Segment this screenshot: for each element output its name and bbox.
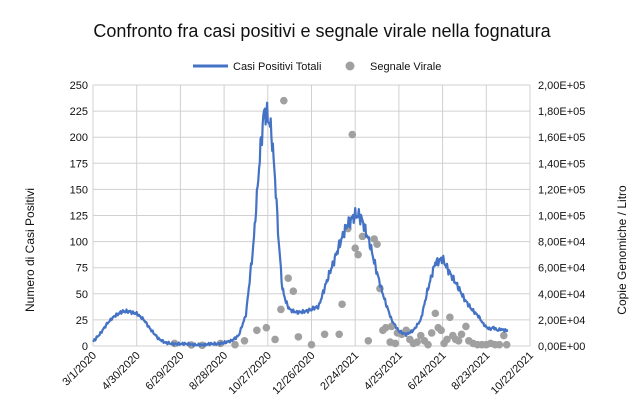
segnale-virale-point — [495, 340, 504, 349]
segnale-virale-point — [424, 340, 432, 349]
segnale-virale-point — [364, 336, 373, 345]
right-tick-label: 2,00E+04 — [538, 315, 585, 327]
line-series — [92, 101, 509, 348]
left-axis-ticks: 0 25 50 75 100 125 150 175 200 225 250 — [70, 80, 88, 353]
segnale-virale-point — [280, 96, 288, 105]
segnale-virale-point — [457, 330, 466, 339]
left-tick-label: 125 — [70, 211, 88, 223]
segnale-virale-point — [294, 333, 303, 341]
left-tick-label: 150 — [70, 184, 88, 196]
right-tick-label: 4,00E+04 — [538, 289, 585, 301]
segnale-virale-point — [502, 340, 511, 349]
left-tick-label: 25 — [76, 315, 88, 327]
segnale-virale-point — [427, 329, 436, 337]
legend-label-segnale: Segnale Virale — [370, 61, 441, 73]
left-tick-label: 200 — [70, 132, 88, 144]
right-axis-ticks: 0,00E+00 2,00E+04 4,00E+04 6,00E+04 8,00E+04… — [538, 80, 585, 353]
gridlines — [92, 84, 531, 347]
segnale-virale-point — [443, 335, 451, 344]
right-tick-label: 1,00E+05 — [538, 211, 585, 223]
segnale-virale-point — [391, 339, 400, 348]
left-tick-label: 0 — [82, 341, 88, 353]
scatter-points — [170, 96, 511, 350]
legend: Casi Positivi Totali Segnale Virale — [193, 61, 441, 73]
left-tick-label: 225 — [70, 106, 88, 118]
segnale-virale-point — [307, 340, 316, 349]
segnale-virale-point — [431, 309, 440, 318]
legend-label-casi: Casi Positivi Totali — [233, 61, 321, 73]
segnale-virale-point — [231, 340, 239, 349]
segnale-virale-point — [351, 244, 360, 252]
casi-positivi-line — [92, 101, 509, 348]
segnale-virale-point — [262, 323, 271, 332]
left-axis-title: Numero di Casi Positivi — [23, 188, 37, 312]
right-tick-label: 1,60E+05 — [538, 132, 585, 144]
right-tick-label: 2,00E+05 — [538, 80, 585, 92]
segnale-virale-point — [348, 130, 357, 139]
right-tick-label: 6,00E+04 — [538, 263, 585, 275]
right-tick-label: 1,40E+05 — [538, 158, 585, 170]
segnale-virale-point — [240, 336, 249, 345]
left-tick-label: 75 — [76, 263, 88, 275]
segnale-virale-point — [338, 300, 346, 309]
legend-dot-marker — [345, 61, 355, 71]
right-tick-label: 8,00E+04 — [538, 237, 585, 249]
segnale-virale-point — [277, 305, 285, 314]
segnale-virale-point — [373, 240, 381, 249]
segnale-virale-point — [454, 336, 463, 345]
segnale-virale-point — [354, 250, 362, 259]
right-tick-label: 1,20E+05 — [538, 184, 585, 196]
left-tick-label: 175 — [70, 158, 88, 170]
segnale-virale-point — [499, 331, 508, 340]
segnale-virale-point — [335, 330, 343, 339]
segnale-virale-point — [358, 232, 367, 241]
left-tick-label: 50 — [76, 289, 88, 301]
right-tick-label: 0,00E+00 — [538, 341, 585, 353]
segnale-virale-point — [253, 326, 261, 335]
segnale-virale-point — [437, 326, 445, 335]
segnale-virale-point — [271, 335, 279, 344]
segnale-virale-point — [413, 338, 421, 346]
segnale-virale-point — [446, 313, 454, 322]
segnale-virale-point — [289, 287, 298, 295]
right-axis-title: Copie Genomiche / Litro — [615, 185, 629, 315]
segnale-virale-point — [284, 274, 292, 282]
right-tick-label: 1,80E+05 — [538, 106, 585, 118]
left-tick-label: 250 — [70, 80, 88, 92]
chart-title: Confronto fra casi positivi e segnale vi… — [93, 21, 551, 41]
segnale-virale-point — [320, 330, 329, 339]
segnale-virale-point — [462, 322, 470, 331]
segnale-virale-point — [381, 323, 390, 332]
left-tick-label: 100 — [70, 237, 88, 249]
